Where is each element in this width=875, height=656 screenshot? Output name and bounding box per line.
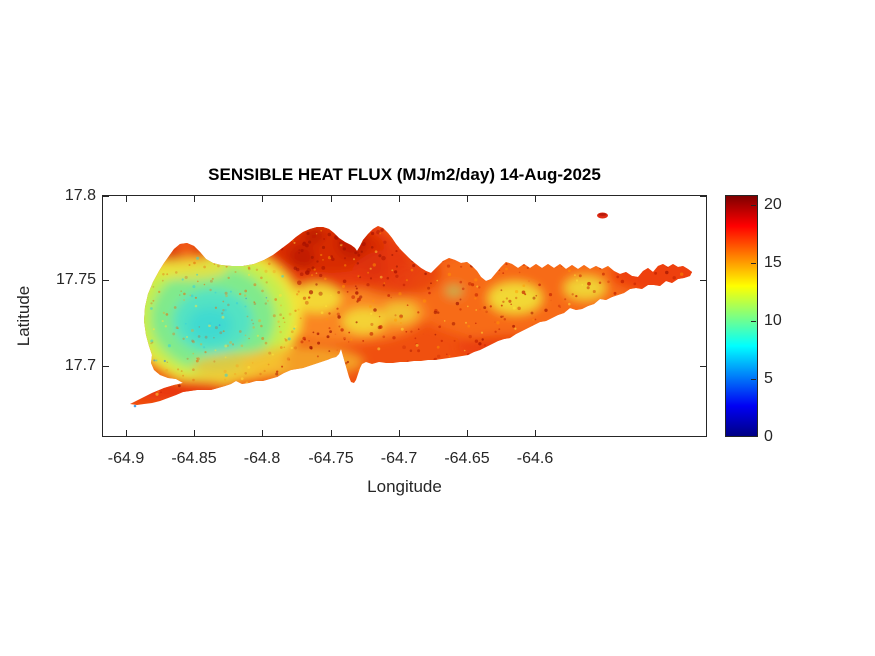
y-tick-label: 17.7	[64, 357, 96, 374]
colorbar-tick-label: 10	[764, 311, 782, 329]
x-tick-label: -64.6	[516, 450, 554, 467]
colorbar-tick-label: 15	[764, 253, 782, 271]
y-tick-label: 17.8	[64, 187, 96, 204]
colorbar-tick-mark	[751, 204, 756, 206]
x-tick-label: -64.65	[444, 450, 490, 467]
y-axis-label: Latitude	[14, 285, 33, 347]
colorbar-tick-mark	[751, 378, 756, 380]
axis-tick-marks	[103, 196, 706, 436]
figure-title: SENSIBLE HEAT FLUX (MJ/m2/day) 14-Aug-20…	[208, 165, 601, 184]
colorbar-tick-label: 0	[764, 428, 773, 445]
x-tick-label: -64.7	[380, 450, 418, 467]
map-offshore-islet	[133, 212, 608, 408]
x-axis-label: Longitude	[367, 477, 442, 496]
x-tick-label: -64.9	[107, 450, 145, 467]
plot-area	[102, 195, 707, 437]
colorbar-tick-label: 5	[764, 369, 773, 387]
map-heat-blobs	[130, 226, 692, 400]
island-svg	[102, 195, 707, 437]
x-tick-label: -64.85	[171, 450, 217, 467]
x-tick-label: -64.75	[308, 450, 354, 467]
colorbar-tick-mark	[751, 320, 756, 322]
x-tick-label: -64.8	[243, 450, 281, 467]
axes-box-border	[102, 195, 707, 437]
colorbar-tick-label: 20	[764, 195, 782, 213]
colorbar	[725, 195, 758, 437]
y-tick-label: 17.75	[55, 271, 96, 288]
colorbar-tick-mark	[751, 262, 756, 264]
